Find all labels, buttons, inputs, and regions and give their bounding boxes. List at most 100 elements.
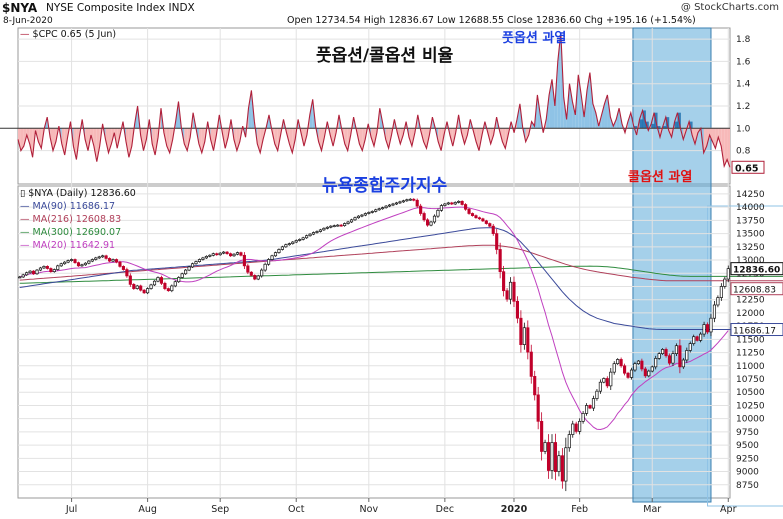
candle-body <box>457 200 461 203</box>
candle-body <box>588 405 592 409</box>
candle-body <box>139 285 143 291</box>
ratio-tick-label: 1.6 <box>736 57 751 67</box>
price-tick-label: 12250 <box>736 296 765 306</box>
candle-body <box>336 224 340 227</box>
candle-body <box>308 233 312 237</box>
candle-body <box>723 278 727 287</box>
ratio-fill-segment <box>108 128 112 153</box>
candle-body <box>267 259 271 265</box>
ratio-tick-label: 1.0 <box>736 124 751 134</box>
price-tick-label: 9250 <box>736 454 759 464</box>
candle-body <box>667 355 672 364</box>
nya-legend: ▯ $NYA (Daily) 12836.60 — MA(90) 11686.1… <box>20 187 136 252</box>
ratio-fill-segment <box>257 128 261 153</box>
x-tick-label: 2020 <box>501 504 528 515</box>
x-tick-label: Feb <box>571 504 588 515</box>
candle-body <box>239 252 243 256</box>
price-tick-label: 9750 <box>736 428 759 438</box>
ratio-last-value-box <box>731 160 765 174</box>
candle-body <box>118 261 122 267</box>
candle-body <box>180 273 184 278</box>
candle-body <box>235 252 240 255</box>
candle-body <box>42 266 46 269</box>
candle-body <box>346 221 350 224</box>
candle-body <box>553 442 558 472</box>
ratio-fill-segment <box>198 128 202 153</box>
candle-body <box>491 225 495 234</box>
ratio-strong-bar <box>674 121 678 129</box>
ratio-fill-segment <box>29 128 33 158</box>
candle-body <box>377 208 381 211</box>
candle-body <box>360 214 364 217</box>
candle-body <box>260 269 264 277</box>
ratio-fill-segment <box>248 90 252 129</box>
candle-body <box>688 343 692 351</box>
candle-body <box>177 277 181 283</box>
ratio-tick-label: 1.4 <box>736 80 751 90</box>
candle-body <box>315 231 319 233</box>
price-tick-label: 13500 <box>736 230 765 240</box>
candle-body <box>128 275 132 285</box>
ratio-strong-bar <box>657 126 661 129</box>
candle-body <box>229 253 233 257</box>
ratio-fill-segment <box>318 128 322 151</box>
candle-body <box>208 254 212 257</box>
ma216-legend-row: — MA(216) 12608.83 <box>20 214 122 225</box>
ratio-fill-segment <box>616 108 620 129</box>
ratio-fill-segment <box>236 128 240 151</box>
candle-body <box>657 353 661 359</box>
candle-body <box>526 327 530 353</box>
ratio-fill-segment <box>385 128 389 149</box>
candle-body <box>581 413 585 422</box>
candle-body <box>557 455 561 472</box>
candle-body <box>329 225 333 228</box>
candle-body <box>87 260 91 264</box>
candle-body <box>152 280 157 286</box>
ratio-fill-segment <box>292 128 296 153</box>
ratio-fill-segment <box>409 128 412 147</box>
candle-body <box>567 434 571 449</box>
ratio-fill-segment <box>131 123 135 147</box>
price-last-value-box <box>730 323 783 337</box>
cpc-legend-swatch: — <box>20 29 30 40</box>
price-tick-label: 8750 <box>736 481 759 491</box>
candle-body <box>211 253 215 256</box>
candle-body <box>654 358 658 368</box>
candle-body <box>671 353 675 364</box>
candle-body <box>173 281 177 287</box>
ratio-fill-segment <box>93 128 97 162</box>
ratio-strong-bar <box>633 126 638 129</box>
candle-body <box>571 423 575 435</box>
candle-body <box>45 266 49 269</box>
candle-body <box>726 268 730 280</box>
candle-body <box>284 244 288 248</box>
candle-body <box>405 199 409 202</box>
price-tick-label: 14000 <box>736 203 765 213</box>
candle-body <box>522 327 526 345</box>
candle-body <box>661 349 665 354</box>
candle-body <box>94 257 98 260</box>
price-tick-label: 10000 <box>736 415 765 425</box>
candle-body <box>97 256 101 259</box>
candle-body <box>692 336 696 344</box>
candle-body <box>550 442 554 471</box>
ratio-fill-segment <box>233 128 237 151</box>
candle-body <box>515 300 519 319</box>
ratio-fill-segment <box>525 128 529 142</box>
candle-body <box>394 202 399 205</box>
x-tick-label: Mar <box>643 504 661 515</box>
ratio-fill-segment <box>125 128 129 158</box>
candle-body <box>31 270 36 275</box>
ma216-legend-label: MA(216) 12608.83 <box>32 214 122 225</box>
candle-body <box>712 304 717 319</box>
candle-body <box>291 241 295 244</box>
candle-body <box>502 271 506 292</box>
annotation-put-overheat: 풋옵션 과열 <box>502 31 567 46</box>
price-tick-label: 10500 <box>736 388 765 398</box>
ratio-fill-segment <box>18 128 21 151</box>
candle-body <box>695 336 699 341</box>
candle-swatch-icon: ▯ <box>20 188 26 199</box>
candle-body <box>90 259 94 262</box>
candle-body <box>353 217 357 221</box>
candle-body <box>263 263 267 271</box>
